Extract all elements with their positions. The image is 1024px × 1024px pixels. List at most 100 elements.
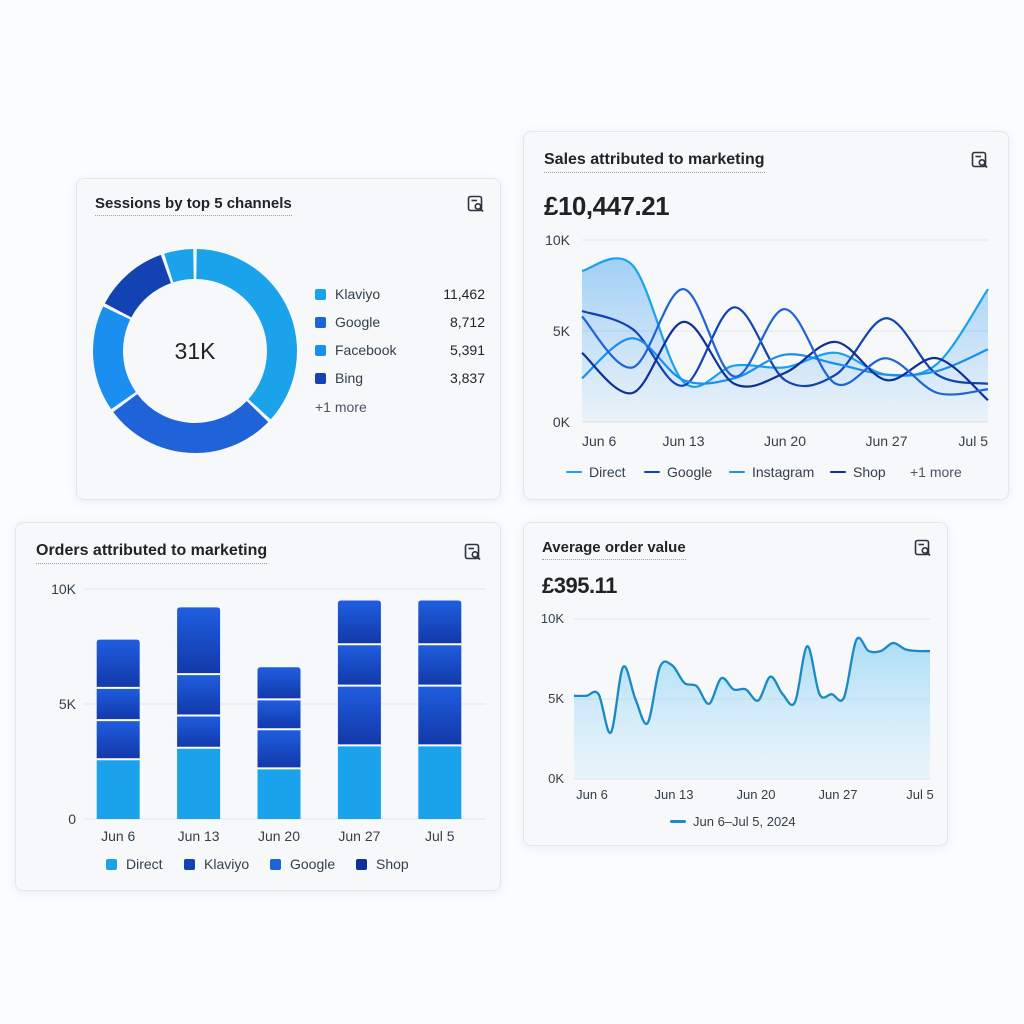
report-search-icon[interactable] [970, 150, 990, 170]
legend-item[interactable]: Direct [566, 464, 626, 480]
legend-swatch [106, 858, 117, 870]
legend-swatch [356, 858, 367, 870]
report-search-icon[interactable] [913, 538, 933, 558]
bar-segment[interactable] [257, 667, 301, 700]
donut-slice[interactable] [196, 249, 297, 420]
legend-item[interactable]: Direct [106, 856, 163, 872]
sessions-card-title: Sessions by top 5 channels [95, 195, 292, 216]
donut-chart: 31K [93, 249, 297, 453]
y-tick-label: 5K [59, 696, 77, 712]
legend-swatch [315, 372, 326, 384]
bar-segment[interactable] [96, 720, 140, 760]
x-tick-label: Jun 27 [818, 787, 857, 802]
bar-segment[interactable] [337, 644, 381, 686]
bar-segment[interactable] [418, 600, 462, 645]
legend-item[interactable]: Shop [830, 464, 886, 480]
legend-value: 3,837 [449, 370, 485, 386]
aov-legend-item: Jun 6–Jul 5, 2024 [670, 814, 796, 829]
legend-label: Google [335, 314, 381, 330]
legend-item[interactable]: Shop [356, 856, 409, 872]
x-tick-label: Jul 5 [906, 787, 933, 802]
legend-value: 11,462 [443, 286, 485, 302]
bar-segment[interactable] [418, 644, 462, 686]
series-line[interactable] [581, 288, 989, 396]
bar-segment[interactable] [257, 729, 301, 769]
legend-label: Google [290, 856, 336, 872]
x-tick-label: Jun 6 [576, 787, 608, 802]
orders-card-title: Orders attributed to marketing [36, 542, 268, 564]
x-tick-label: Jun 6 [101, 828, 135, 844]
series-line[interactable] [581, 337, 989, 385]
orders-bar-chart: 0 5K 10K Jun 6 Jun 13 Jun 20 Jun 27 Jul 5 [51, 581, 486, 844]
legend-label: Instagram [752, 464, 815, 480]
series-line[interactable] [581, 320, 989, 402]
bar-segment[interactable] [257, 768, 301, 819]
bar-segment[interactable] [337, 685, 381, 746]
x-tick-label: Jun 6 [582, 433, 616, 449]
bar-segment[interactable] [257, 699, 301, 730]
bar-segment[interactable] [96, 687, 140, 721]
bar-segment[interactable] [177, 674, 221, 716]
y-tick-label: 0K [548, 771, 564, 786]
donut-slice[interactable] [113, 394, 269, 453]
report-search-icon[interactable] [463, 542, 483, 562]
x-tick-label: Jun 13 [662, 433, 704, 449]
aov-legend-label: Jun 6–Jul 5, 2024 [693, 814, 796, 829]
legend-item[interactable]: Klaviyo [184, 856, 249, 872]
legend-item[interactable]: Facebook 5,391 [315, 342, 485, 358]
bar-segment[interactable] [177, 747, 221, 819]
sessions-card: Sessions by top 5 channels 31K Klaviyo 11… [76, 178, 501, 500]
legend-label: Bing [335, 370, 364, 386]
sessions-more-link[interactable]: +1 more [315, 399, 367, 415]
sales-card: Sales attributed to marketing £10,447.21… [523, 131, 1009, 500]
orders-card: Orders attributed to marketing 0 5K 10K Jun… [15, 522, 501, 891]
bar-segment[interactable] [337, 600, 381, 645]
x-tick-label: Jun 13 [178, 828, 220, 844]
legend-swatch [184, 858, 195, 870]
x-tick-label: Jun 13 [654, 787, 693, 802]
x-tick-label: Jul 5 [425, 828, 455, 844]
legend-swatch [270, 858, 281, 870]
donut-slice[interactable] [104, 254, 171, 318]
legend-item[interactable]: Google [270, 856, 335, 872]
legend-value: 5,391 [449, 342, 485, 358]
legend-item[interactable]: Instagram [729, 464, 814, 480]
legend-swatch [315, 316, 326, 328]
aov-card: Average order value £395.11 0K 5K 10K Jun 6… [523, 522, 948, 846]
bar-segment[interactable] [177, 607, 221, 675]
sales-line-chart: 0K 5K 10K Jun 6 Jun 13 Jun 20 Jun 27 Jul 5 [545, 232, 989, 449]
y-tick-label: 0K [553, 414, 571, 430]
donut-slice[interactable] [93, 306, 136, 410]
bar-segment[interactable] [337, 745, 381, 819]
bar-segment[interactable] [418, 745, 462, 819]
legend-label: Facebook [335, 342, 397, 358]
bar-segment[interactable] [96, 639, 140, 688]
legend-item[interactable]: Bing 3,837 [315, 370, 485, 386]
legend-value: 8,712 [449, 314, 485, 330]
bar-segment[interactable] [177, 715, 221, 748]
legend-label: Google [667, 464, 713, 480]
legend-item[interactable]: Google 8,712 [315, 314, 485, 330]
series-line[interactable] [581, 257, 989, 388]
aov-total: £395.11 [542, 573, 617, 598]
legend-label: Direct [126, 856, 163, 872]
aov-area-chart: 0K 5K 10K Jun 6 Jun 13 Jun 20 Jun 27 Jul 5 [541, 611, 934, 802]
legend-swatch [729, 470, 745, 474]
donut-slice[interactable] [164, 249, 194, 283]
y-tick-label: 10K [51, 581, 77, 597]
series-line[interactable] [573, 636, 931, 734]
x-tick-label: Jun 20 [736, 787, 775, 802]
sales-more-link[interactable]: +1 more [910, 464, 962, 480]
report-search-icon[interactable] [466, 194, 486, 214]
y-tick-label: 5K [553, 323, 571, 339]
y-tick-label: 10K [545, 232, 571, 248]
legend-label: Direct [589, 464, 626, 480]
legend-label: Klaviyo [204, 856, 250, 872]
aov-card-title: Average order value [542, 539, 686, 560]
bar-segment[interactable] [96, 759, 140, 819]
bar-segment[interactable] [418, 685, 462, 746]
donut-center-value: 31K [175, 338, 217, 364]
legend-swatch [644, 470, 660, 474]
legend-item[interactable]: Klaviyo 11,462 [315, 286, 485, 302]
legend-item[interactable]: Google [644, 464, 712, 480]
